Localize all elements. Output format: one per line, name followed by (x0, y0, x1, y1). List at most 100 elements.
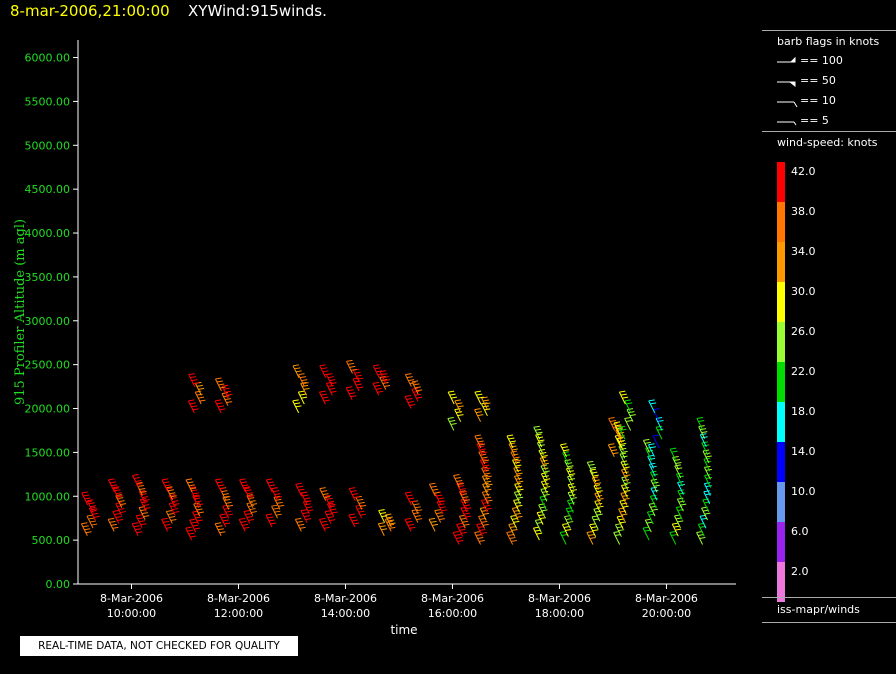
wind-barb (586, 460, 597, 475)
wind-barb (642, 526, 651, 541)
wind-barb (480, 498, 492, 513)
wind-barb (188, 373, 199, 387)
wind-barb (650, 486, 659, 501)
wind-barb (562, 451, 571, 465)
wind-barb (648, 462, 657, 477)
barb-profile (559, 443, 577, 545)
barb-5-label: == 5 (800, 114, 829, 127)
wind-barb (294, 517, 306, 532)
wind-barb (318, 390, 330, 405)
scale-swatch (777, 282, 785, 322)
wind-barb (384, 517, 396, 532)
wind-barb (292, 364, 302, 379)
wind-barb (510, 450, 522, 465)
wind-barb (454, 408, 464, 422)
barb-profile (80, 491, 100, 536)
barb-profile (161, 478, 180, 532)
wind-barb (222, 495, 234, 510)
wind-barb (214, 377, 226, 392)
wind-barb (166, 486, 177, 500)
wind-barb (676, 497, 687, 512)
scale-label: 42.0 (791, 165, 816, 178)
wind-barb (318, 517, 330, 532)
barb-profile (377, 509, 396, 536)
x-tick-date: 8-Mar-2006 (314, 592, 377, 605)
wind-barb (608, 416, 619, 431)
wind-barb (699, 433, 708, 447)
x-tick-time: 18:00:00 (535, 607, 584, 620)
scale-label: 26.0 (791, 325, 816, 338)
wind-barb (476, 522, 487, 537)
scale-swatch (777, 482, 785, 522)
wind-barb (559, 531, 568, 545)
y-tick-label: 5000.00 (25, 139, 71, 152)
wind-barb (243, 509, 255, 524)
wind-barb (703, 482, 712, 496)
wind-barb (326, 373, 337, 387)
wind-barb (454, 399, 464, 414)
wind-barb (647, 454, 656, 469)
wind-barb (614, 523, 625, 537)
wind-barb (219, 513, 231, 528)
wind-barb (701, 506, 711, 521)
barb-profile (642, 438, 660, 541)
wind-barb (88, 506, 100, 521)
barb-profile (428, 482, 448, 532)
barb-profile (187, 373, 206, 414)
wind-barb (411, 380, 423, 395)
scale-swatch (777, 402, 785, 442)
wind-barb (474, 408, 484, 422)
scale-swatch (777, 242, 785, 282)
wind-barb (214, 522, 226, 536)
wind-barb (319, 364, 331, 379)
wind-barb (560, 443, 570, 457)
wind-barb (696, 416, 705, 431)
wind-barb (81, 491, 92, 506)
wind-barb (626, 408, 636, 422)
wind-barb (86, 499, 98, 513)
wind-barb (458, 514, 470, 529)
wind-barb (453, 473, 464, 488)
wind-barb (478, 514, 489, 529)
barb-profile (506, 434, 524, 545)
wind-barb (591, 476, 602, 491)
wind-barb (619, 499, 629, 514)
wind-barb (459, 490, 470, 505)
scale-label: 2.0 (791, 565, 809, 578)
wind-barb (325, 381, 337, 396)
wind-barb (187, 399, 199, 414)
x-tick-date: 8-Mar-2006 (528, 592, 591, 605)
barb-profile (238, 478, 258, 532)
wind-barb (564, 459, 574, 473)
wind-barb (536, 441, 545, 455)
wind-barb (168, 494, 180, 508)
y-tick-label: 2000.00 (25, 403, 71, 416)
wind-barb (506, 531, 517, 545)
wind-barb (434, 491, 446, 506)
wind-barb (613, 421, 623, 436)
wind-barb (378, 509, 388, 523)
scale-label: 34.0 (791, 245, 816, 258)
barb-samples (777, 56, 798, 126)
wind-barb (642, 438, 651, 453)
wind-barb (447, 416, 457, 431)
wind-barb (135, 482, 147, 496)
barb-profile (348, 487, 367, 528)
title-datetime: 8-mar-2006,21:00:00 (10, 2, 170, 20)
wind-barb (675, 472, 684, 487)
wind-barb (618, 507, 628, 522)
wind-barb (674, 514, 684, 529)
speed-legend-title: wind-speed: knots (777, 136, 878, 149)
wind-barb (567, 491, 577, 505)
wind-barb (355, 495, 367, 510)
scale-swatch (777, 522, 785, 562)
x-tick-date: 8-Mar-2006 (421, 592, 484, 605)
wind-barb (479, 458, 491, 473)
wind-barbs (80, 359, 713, 545)
barb-profile (532, 425, 551, 541)
barb-profile (647, 399, 664, 457)
y-tick-label: 2500.00 (25, 359, 71, 372)
barb-profile (292, 364, 310, 414)
wind-barb (352, 377, 364, 392)
barb-profile (607, 416, 625, 457)
